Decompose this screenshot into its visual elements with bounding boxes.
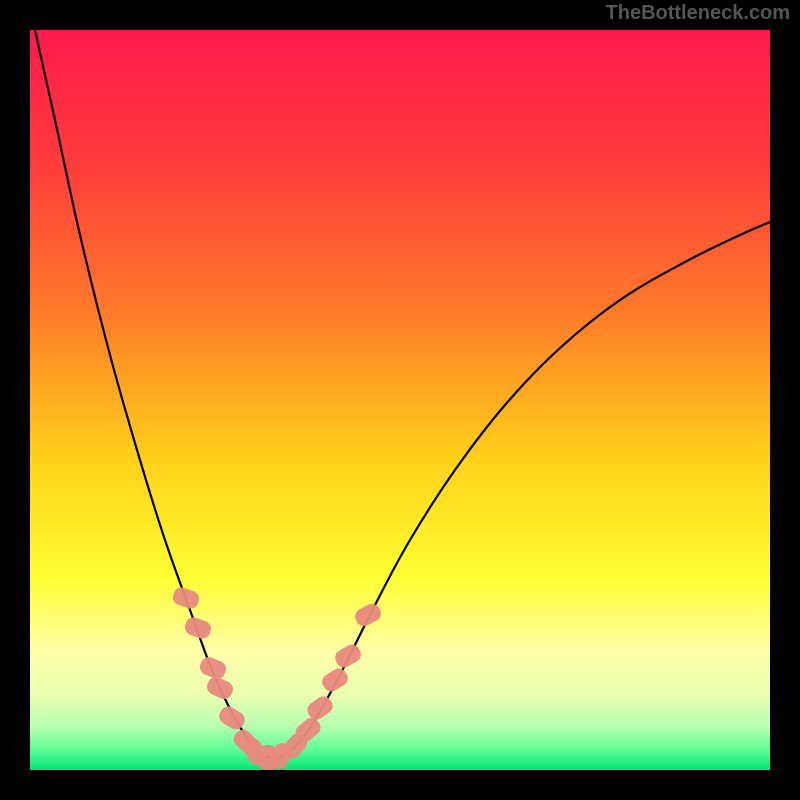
watermark-text: TheBottleneck.com — [606, 2, 790, 25]
plot-background — [30, 30, 770, 770]
chart-svg — [0, 0, 800, 800]
chart-canvas: TheBottleneck.com — [0, 0, 800, 800]
